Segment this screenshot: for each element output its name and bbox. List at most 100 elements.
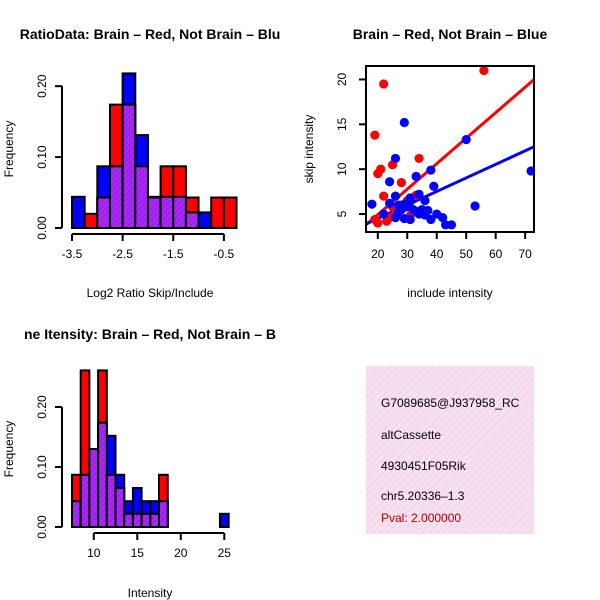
scatter-point-not-brain — [396, 204, 406, 215]
ratio-y-tick-label: 0.00 — [35, 216, 49, 240]
intensity-y-axis-label: Frequency — [2, 421, 16, 478]
scatter-point-not-brain — [367, 199, 377, 209]
scatter-point-not-brain — [390, 191, 401, 201]
ratio-x-tick-label: -0.5 — [214, 247, 235, 261]
ratio-y-tick-label: 0.10 — [35, 145, 49, 169]
scatter-point-not-brain — [390, 213, 401, 223]
ratio-bar-overlap — [96, 196, 111, 230]
scatter-y-tick-label: 20 — [335, 72, 349, 86]
intensity-bar-overlap — [114, 487, 126, 528]
scatter-point-not-brain — [438, 213, 448, 223]
scatter-points — [367, 66, 534, 230]
scatter-point-brain — [379, 191, 389, 201]
scatter-chart-title: Brain – Red, Not Brain – Blue — [353, 26, 548, 42]
scatter-point-not-brain — [526, 166, 534, 176]
scatter-point-not-brain — [426, 165, 436, 175]
scatter-point-not-brain — [405, 214, 415, 225]
ratio-x-tick-label: -3.5 — [62, 247, 83, 261]
scatter-point-not-brain — [411, 171, 421, 181]
scatter-x-tick-label: 40 — [430, 247, 444, 261]
scatter-point-not-brain — [446, 220, 457, 230]
intensity-x-tick-label: 25 — [218, 546, 232, 560]
probe-id-text: G7089685@J937958_RC — [381, 396, 520, 410]
scatter-y-axis-label: skip intensity — [302, 115, 316, 184]
ratio-histogram-panel: RatioData: Brain – Red, Not Brain – Blu … — [2, 26, 280, 300]
scatter-point-brain — [379, 79, 389, 89]
ratio-x-tick-label: -2.5 — [112, 247, 133, 261]
scatter-x-axis-label: include intensity — [407, 286, 492, 300]
scatter-fit-line-brain — [366, 78, 534, 226]
ratio-bar-not-brain — [71, 195, 86, 230]
scatter-point-brain — [373, 218, 383, 228]
scatter-point-not-brain — [420, 210, 430, 220]
ratio-bar-overlap — [172, 195, 187, 230]
scatter-y-tick-label: 15 — [335, 117, 349, 131]
scatter-point-not-brain — [470, 201, 480, 211]
ratio-y-tick-label: 0.20 — [35, 74, 49, 98]
ratio-bar-overlap — [134, 165, 149, 230]
intensity-bars — [71, 369, 230, 529]
scatter-y-tick-label: 10 — [335, 162, 349, 176]
scatter-point-brain — [370, 130, 380, 140]
scatter-axes: 20 30 40 50 60 70 5 10 15 20 — [335, 72, 532, 261]
scatter-panel: Brain – Red, Not Brain – Blue 20 30 40 50 60… — [302, 26, 547, 300]
intensity-x-tick-label: 20 — [174, 546, 188, 560]
ratio-x-tick-label: -1.5 — [163, 247, 184, 261]
intensity-y-tick-label: 0.00 — [35, 515, 49, 539]
intensity-y-tick-label: 0.20 — [35, 395, 49, 419]
scatter-x-tick-label: 70 — [518, 247, 532, 261]
info-panel-background — [366, 366, 534, 534]
ratio-bar-overlap — [108, 165, 124, 230]
event-type-text: altCassette — [381, 428, 441, 442]
scatter-x-tick-label: 30 — [401, 247, 415, 261]
scatter-point-not-brain — [405, 196, 415, 207]
ratio-bar-overlap — [146, 196, 162, 230]
intensity-bar-overlap — [71, 500, 82, 529]
ratio-bars — [71, 72, 238, 230]
intensity-x-tick-label: 10 — [87, 546, 101, 560]
scatter-point-not-brain — [384, 177, 395, 187]
ratio-bar-overlap — [184, 211, 200, 229]
intensity-y-tick-label: 0.10 — [35, 455, 49, 479]
intensity-bar-overlap — [123, 512, 134, 528]
ratio-y-axis-label: Frequency — [2, 121, 16, 178]
intensity-x-axis-label: Intensity — [128, 586, 173, 600]
intensity-bar-overlap — [149, 512, 161, 528]
scatter-point-not-brain — [420, 195, 430, 206]
scatter-point-not-brain — [461, 134, 471, 145]
intensity-bar-overlap — [158, 500, 169, 529]
ratio-bar-brain — [210, 196, 225, 230]
scatter-point-not-brain — [414, 189, 424, 199]
ratio-axes: -3.5 -2.5 -1.5 -0.5 0.00 0.10 0.20 — [35, 74, 235, 261]
gene-name-text: 4930451F05Rik — [381, 459, 467, 473]
info-panel: G7089685@J937958_RC altCassette 4930451F… — [366, 366, 534, 534]
scatter-point-brain — [414, 153, 424, 164]
scatter-point-brain — [382, 216, 392, 226]
intensity-histogram-panel: ne Itensity: Brain – Red, Not Brain – B … — [2, 326, 276, 600]
scatter-plot-frame — [365, 65, 535, 233]
pval-text: Pval: 2.000000 — [381, 511, 461, 525]
ratio-bar-not-brain — [197, 211, 213, 229]
scatter-point-not-brain — [399, 117, 409, 128]
intensity-bar-not-brain — [218, 512, 230, 528]
scatter-point-brain — [396, 178, 406, 188]
ratio-bar-brain — [83, 212, 99, 229]
ratio-chart-title: RatioData: Brain – Red, Not Brain – Blu — [20, 26, 281, 42]
intensity-bar-overlap — [79, 473, 91, 528]
scatter-y-tick-label: 5 — [335, 210, 349, 217]
intensity-bar-overlap — [88, 448, 100, 528]
intensity-bar-overlap — [131, 512, 143, 528]
scatter-point-not-brain — [390, 153, 401, 164]
scatter-point-not-brain — [429, 181, 439, 191]
ratio-x-axis-label: Log2 Ratio Skip/Include — [87, 286, 214, 300]
intensity-bar-overlap — [140, 512, 152, 528]
intensity-axes: 10 15 20 25 0.00 0.10 0.20 — [35, 395, 231, 560]
scatter-point-brain — [373, 169, 383, 179]
scatter-x-tick-label: 60 — [489, 247, 503, 261]
intensity-bar-overlap — [97, 421, 108, 529]
ratio-bar-overlap — [121, 103, 137, 229]
intensity-x-tick-label: 15 — [131, 546, 145, 560]
ratio-bar-brain — [222, 196, 238, 230]
intensity-chart-title: ne Itensity: Brain – Red, Not Brain – B — [24, 326, 276, 342]
